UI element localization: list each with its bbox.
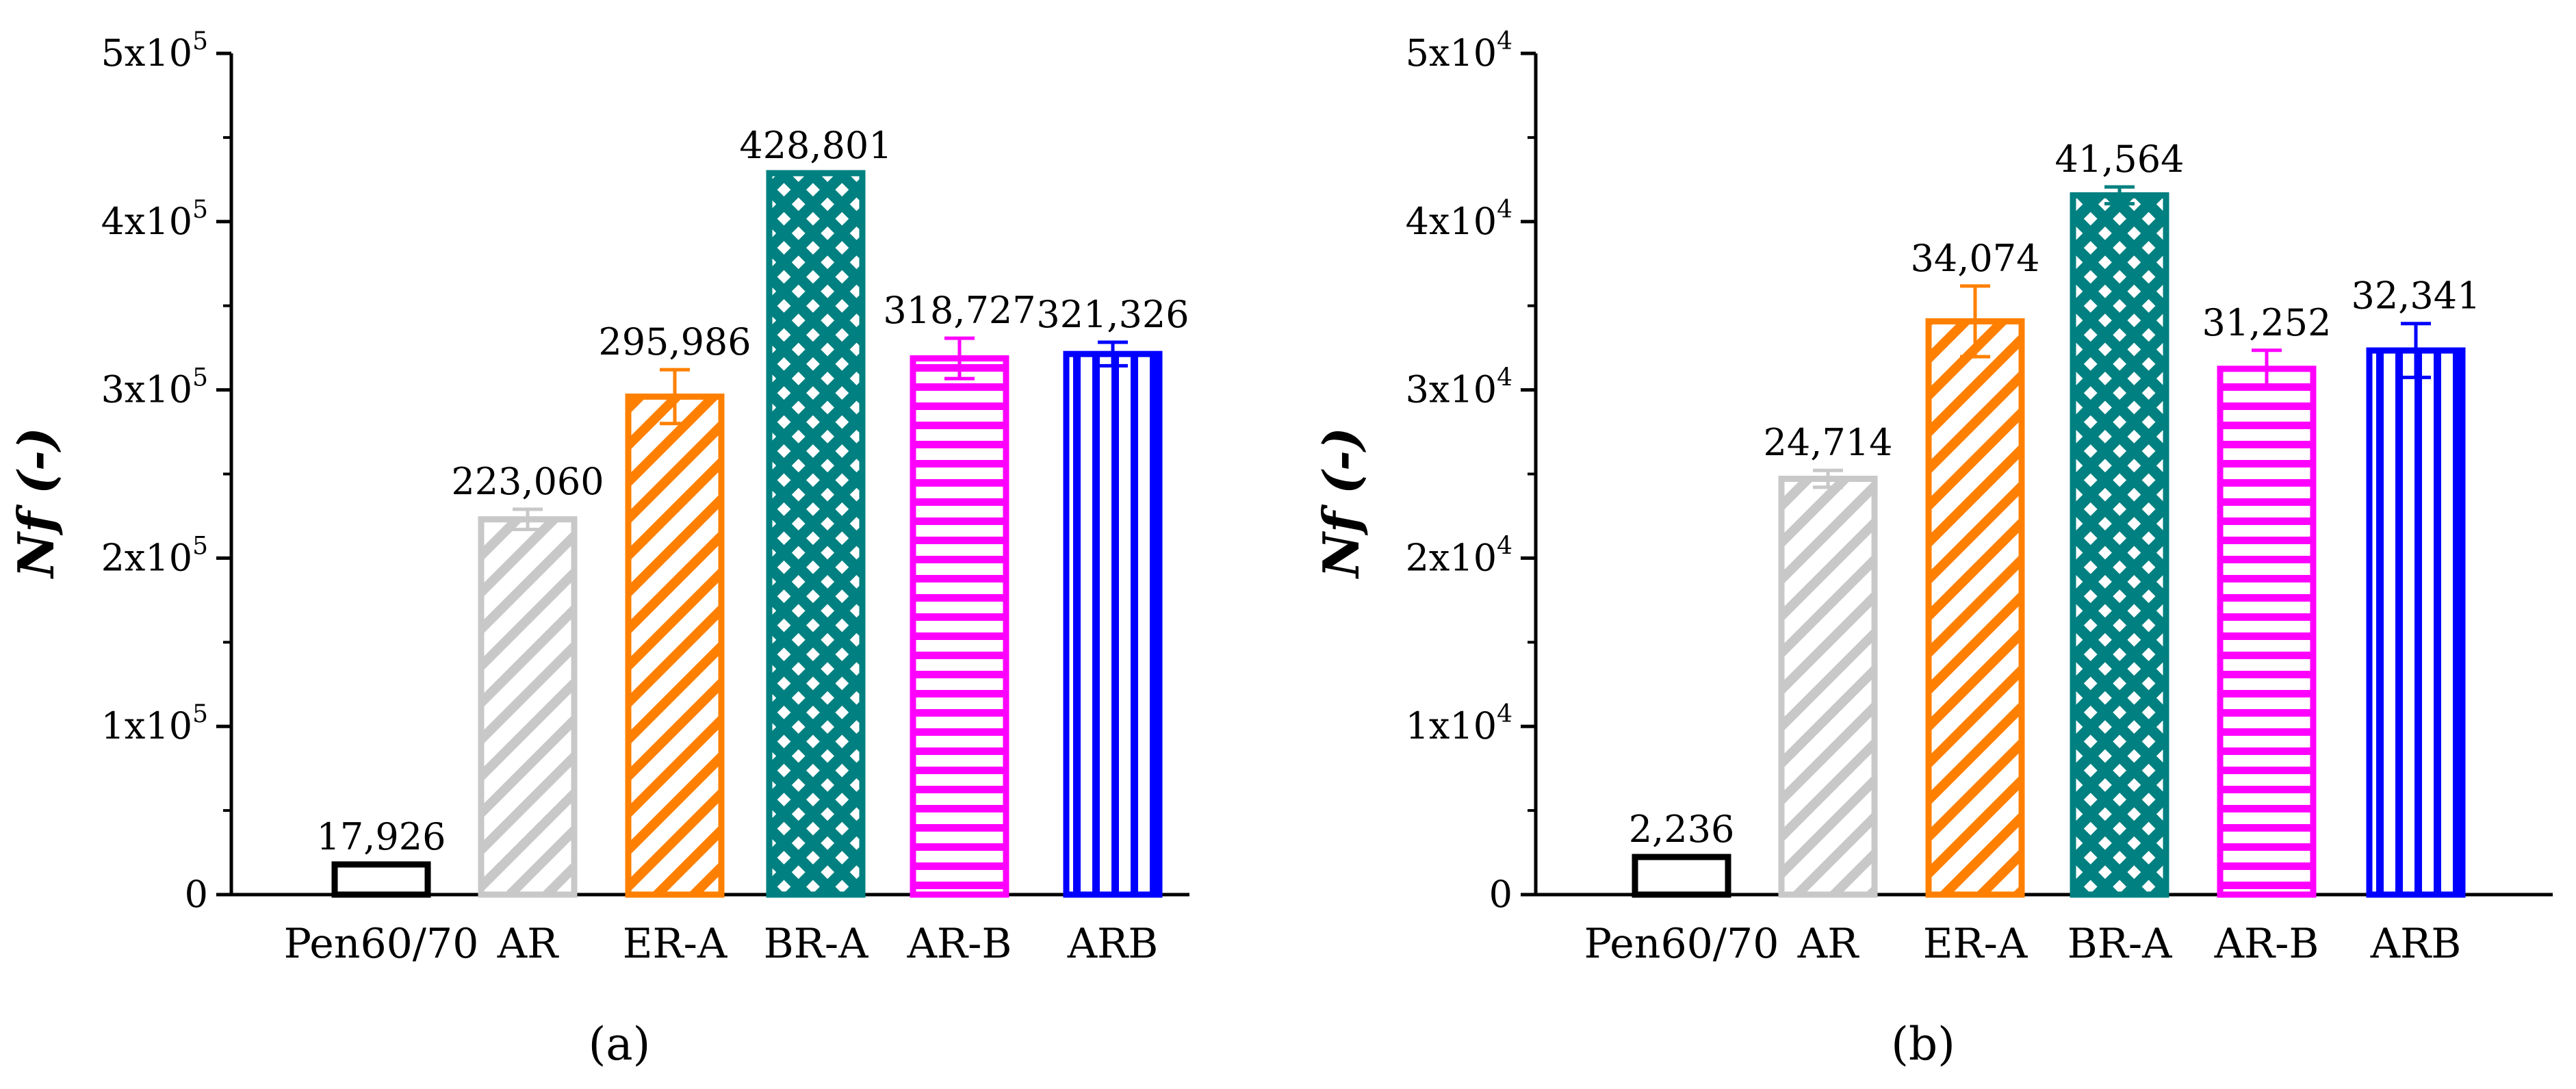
panel-label-b: (b) bbox=[1891, 1018, 1955, 1071]
error-bar-a-2 bbox=[660, 368, 690, 426]
y-tick-label-b: 1x104 bbox=[1406, 700, 1512, 747]
bar-b-ar bbox=[1778, 476, 1878, 898]
x-tick-label-b-4: AR-B bbox=[2214, 920, 2319, 968]
y-tick-label-a: 2x105 bbox=[101, 532, 208, 579]
data-label-b-1: 24,714 bbox=[1764, 421, 1893, 464]
bar-a-pen60-70 bbox=[331, 861, 431, 898]
y-tick-label-b: 3x104 bbox=[1406, 364, 1512, 411]
bar-a-br-a bbox=[766, 170, 866, 898]
data-label-b-0: 2,236 bbox=[1629, 808, 1735, 851]
error-bar-b-3 bbox=[2104, 185, 2135, 206]
error-bar-b-2 bbox=[1960, 284, 1990, 359]
x-tick-label-b-0: Pen60/70 bbox=[1584, 920, 1779, 968]
data-label-b-3: 41,564 bbox=[2055, 138, 2185, 181]
y-axis-label-a: Nf (-) bbox=[7, 427, 65, 579]
x-tick-label-b-2: ER-A bbox=[1923, 920, 2028, 968]
error-bar-b-1 bbox=[1813, 468, 1843, 489]
data-label-b-2: 34,074 bbox=[1911, 237, 2040, 280]
data-label-a-2: 295,986 bbox=[598, 320, 751, 363]
bar-a-ar bbox=[478, 516, 578, 898]
bar-b-br-a bbox=[2070, 192, 2169, 898]
error-bar-b-4 bbox=[2252, 348, 2282, 389]
x-tick-label-a-4: AR-B bbox=[907, 920, 1012, 968]
chart-panel-a: 0 1x105 2x105 3x105 4x105 5x105 Nf (-) 17,926 Pe… bbox=[7, 27, 1189, 1071]
y-tick-label-a: 0 bbox=[185, 873, 208, 916]
bar-b-ar-b bbox=[2217, 366, 2317, 898]
x-tick-label-a-3: BR-A bbox=[764, 920, 869, 968]
bar-b-er-a bbox=[1925, 318, 2025, 898]
bar-b-pen60-70 bbox=[1632, 854, 1731, 898]
bar-a-er-a bbox=[625, 393, 725, 898]
x-tick-label-b-1: AR bbox=[1797, 920, 1859, 968]
y-axis-label-b: Nf (-) bbox=[1312, 427, 1370, 579]
data-label-a-3: 428,801 bbox=[739, 124, 892, 167]
y-tick-label-b: 0 bbox=[1489, 873, 1512, 916]
error-bar-a-4 bbox=[944, 336, 975, 381]
data-label-b-5: 32,341 bbox=[2352, 274, 2481, 318]
x-tick-label-a-5: ARB bbox=[1067, 920, 1159, 968]
y-tick-label-a: 1x105 bbox=[101, 700, 208, 747]
data-label-a-0: 17,926 bbox=[317, 815, 446, 858]
y-tick-label-a: 5x105 bbox=[101, 27, 208, 75]
chart-panel-b: 0 1x104 2x104 3x104 4x104 5x104 Nf (-) 2,236 Pen… bbox=[1312, 27, 2553, 1071]
y-tick-label-b: 4x104 bbox=[1406, 196, 1512, 243]
x-tick-label-a-2: ER-A bbox=[623, 920, 727, 968]
y-tick-label-b: 5x104 bbox=[1406, 27, 1512, 75]
x-tick-label-a-0: Pen60/70 bbox=[284, 920, 479, 968]
error-bar-a-5 bbox=[1098, 340, 1128, 368]
data-label-a-4: 318,727 bbox=[883, 289, 1035, 332]
y-tick-label-a: 3x105 bbox=[101, 364, 208, 411]
x-tick-label-a-1: AR bbox=[497, 920, 559, 968]
y-tick-label-b: 2x104 bbox=[1406, 532, 1512, 579]
data-label-b-4: 31,252 bbox=[2202, 301, 2332, 344]
x-tick-label-b-5: ARB bbox=[2370, 920, 2462, 968]
panel-label-a: (a) bbox=[589, 1018, 651, 1071]
y-tick-label-a: 4x105 bbox=[101, 196, 208, 243]
data-label-a-5: 321,326 bbox=[1036, 293, 1189, 336]
error-bar-b-5 bbox=[2401, 322, 2431, 379]
data-label-a-1: 223,060 bbox=[451, 460, 604, 503]
bar-a-arb bbox=[1063, 350, 1163, 898]
bar-b-arb bbox=[2366, 347, 2466, 898]
bar-a-ar-b bbox=[910, 355, 1009, 898]
error-bar-a-1 bbox=[513, 507, 543, 531]
x-tick-label-b-3: BR-A bbox=[2068, 920, 2173, 968]
